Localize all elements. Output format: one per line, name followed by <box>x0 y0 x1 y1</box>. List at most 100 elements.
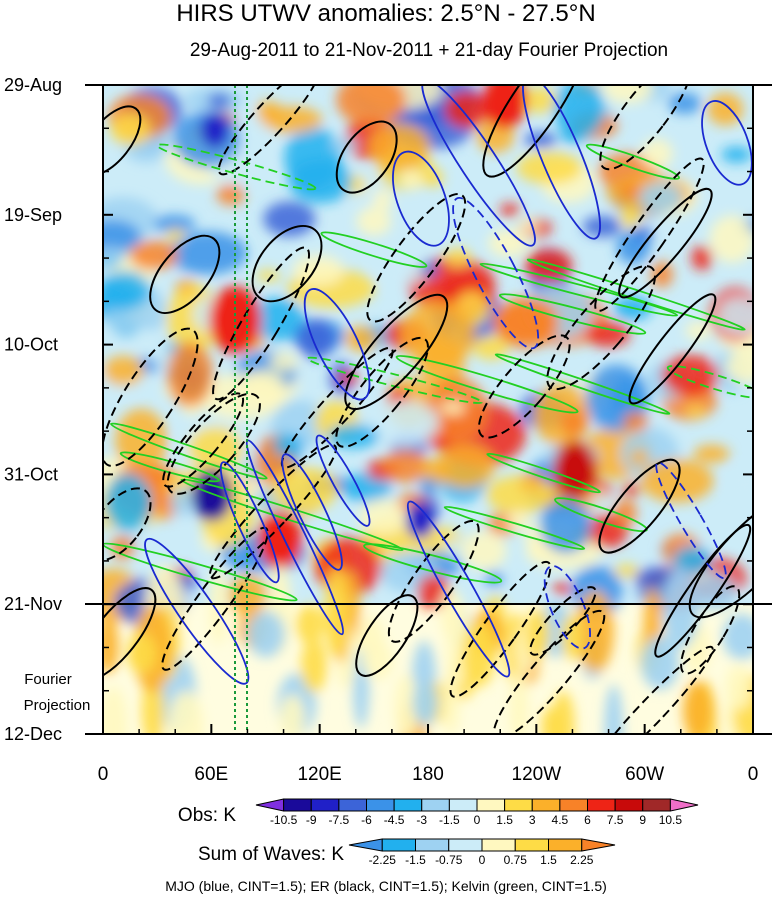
colorbar-swatch <box>338 798 367 812</box>
wave-contour <box>355 594 419 677</box>
anomaly-patch <box>521 87 558 114</box>
obs-colorbar-label: Obs: K <box>178 805 236 826</box>
anomaly-patch <box>372 189 394 210</box>
projection-patch <box>324 566 348 657</box>
wave-contours <box>103 85 753 734</box>
colorbar-level-label: 1.5 <box>540 853 557 867</box>
anomaly-patch <box>620 206 640 229</box>
colorbar-level-label: -4.5 <box>384 813 405 827</box>
anomaly-patch <box>517 219 539 234</box>
x-tick-label: 120W <box>512 764 562 785</box>
wave-contour <box>366 193 467 323</box>
colorbar-level-label: -3 <box>416 813 427 827</box>
anomaly-core <box>406 501 434 539</box>
wave-contour <box>421 85 536 247</box>
wave-contour <box>180 478 404 552</box>
colorbar-level-label: 9 <box>639 813 646 827</box>
colorbar-level-label: 3 <box>529 813 536 827</box>
anomaly-patch <box>553 582 572 595</box>
wave-contour <box>701 100 753 186</box>
anomaly-patch <box>106 304 147 334</box>
anomaly-patch <box>369 123 430 171</box>
colorbar-swatch <box>642 798 671 812</box>
projection-patch <box>279 694 305 734</box>
wave-contour <box>149 234 221 314</box>
anomaly-patch <box>356 206 392 236</box>
projection-patch <box>509 669 529 734</box>
wave-contour <box>103 587 157 682</box>
x-axis: 0 60E 120E 180 120W 60W 0 <box>98 724 759 785</box>
wave-contour <box>161 526 269 671</box>
colorbar-swatch <box>476 798 506 812</box>
footnote: MJO (blue, CINT=1.5); ER (black, CINT=1.… <box>165 878 607 894</box>
wave-contour <box>387 519 480 643</box>
wave-contour <box>543 565 591 650</box>
wave-contour <box>406 500 511 678</box>
projection-patch <box>682 681 714 734</box>
colorbar-swatch <box>514 838 549 852</box>
colorbar-swatch <box>504 798 533 812</box>
anomaly-patch <box>516 151 583 185</box>
colorbar-level-label: -2.25 <box>369 853 397 867</box>
anomaly-patch <box>693 444 730 463</box>
anomaly-patch <box>650 261 674 288</box>
colorbar-level-label: -6 <box>361 813 372 827</box>
wave-contour <box>156 143 317 191</box>
anomaly-patch <box>216 183 245 206</box>
y-tick-label: 29-Aug <box>4 75 62 95</box>
anomaly-patch <box>263 201 316 237</box>
wave-contour <box>392 150 450 247</box>
anomaly-patch <box>103 355 144 386</box>
projection-patch <box>247 610 285 658</box>
anomaly-patch <box>110 113 151 147</box>
wave-contour <box>162 392 245 488</box>
colorbar-level-label: 7.5 <box>607 813 624 827</box>
anomaly-patch <box>614 563 639 578</box>
y-tick-label: 12-Dec <box>4 724 62 744</box>
anomaly-patch <box>330 137 359 152</box>
wave-contour <box>119 451 220 483</box>
wave-contour <box>479 262 679 317</box>
wave-contour <box>306 356 483 404</box>
obs-colorbar: -10.5 -9 -7.5 -6 -4.5 -3 -1.5 0 1.5 3 4.5 6 7.5 9 10.5 <box>255 798 699 827</box>
wave-contour <box>335 120 398 194</box>
colorbar-level-label: 1.5 <box>496 813 513 827</box>
wave-contour <box>144 537 250 685</box>
anomaly-patch <box>336 85 407 127</box>
anomaly-patch <box>691 245 713 271</box>
wave-contour <box>212 246 311 401</box>
anomaly-patch <box>629 449 649 466</box>
projection-patch <box>167 690 204 734</box>
colorbar-swatch <box>348 838 383 852</box>
anomaly-patch <box>462 531 507 570</box>
anomaly-patch <box>726 349 753 384</box>
anomaly-patch <box>524 131 557 148</box>
colorbar-swatch <box>415 838 450 852</box>
anomaly-core <box>553 441 597 499</box>
colorbar-swatch <box>421 798 450 812</box>
wave-contour <box>344 293 449 411</box>
anomaly-patch <box>374 243 430 286</box>
x-tick-label: 0 <box>748 764 759 785</box>
anomaly-patch <box>435 444 495 489</box>
projection-patch <box>103 617 119 674</box>
wave-contour <box>280 346 394 469</box>
projection-patch <box>300 637 328 693</box>
anomaly-patch <box>721 146 752 163</box>
wave-contour <box>598 458 681 554</box>
anomaly-patch <box>256 269 281 282</box>
anomaly-patch <box>398 168 423 190</box>
anomaly-patch <box>129 240 179 271</box>
anomaly-patch <box>327 423 380 449</box>
colorbar-swatch <box>669 798 699 812</box>
y-tick-label: 31-Oct <box>4 464 58 484</box>
wave-contour <box>526 258 746 331</box>
waves-colorbar-label: Sum of Waves: K <box>198 844 344 865</box>
projection-patch <box>604 684 623 734</box>
anomaly-patch <box>103 270 151 311</box>
anomaly-patch <box>488 229 529 258</box>
wave-contour <box>482 85 588 178</box>
wave-contour <box>303 288 371 401</box>
anomaly-patch <box>445 248 472 267</box>
colorbar-swatch <box>366 798 395 812</box>
